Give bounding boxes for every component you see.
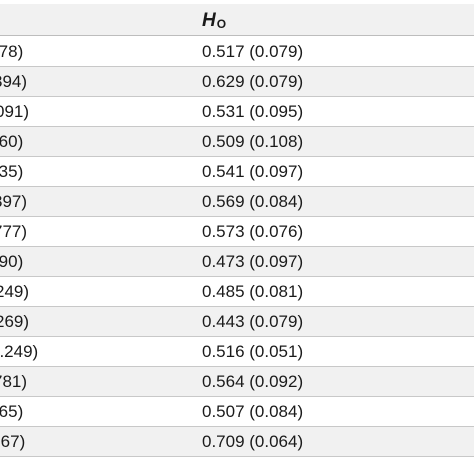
table-row: 249) 0.485 (0.081)	[0, 277, 474, 307]
table-row: 781) 0.564 (0.092)	[0, 367, 474, 397]
cell-left-partial: 777)	[0, 222, 28, 241]
table-row: 777) 0.573 (0.076)	[0, 217, 474, 247]
cell-ho: 0.509 (0.108)	[202, 132, 304, 151]
cell-ho: 0.507 (0.084)	[202, 402, 304, 421]
cell-left-partial: 394)	[0, 72, 28, 91]
cell-ho: 0.629 (0.079)	[202, 72, 304, 91]
cell-left-partial: 781)	[0, 372, 28, 391]
table-row: 091) 0.531 (0.095)	[0, 97, 474, 127]
table-row: )60) 0.509 (0.108)	[0, 127, 474, 157]
cell-left-partial: )90)	[0, 252, 24, 271]
cell-left-partial: 397)	[0, 192, 28, 211]
cell-left-partial: )60)	[0, 132, 24, 151]
cell-ho: 0.473 (0.097)	[202, 252, 304, 271]
table-row: )65) 0.507 (0.084)	[0, 397, 474, 427]
ho-symbol: H	[202, 10, 216, 31]
table-row: 397) 0.569 (0.084)	[0, 187, 474, 217]
cell-ho: 0.517 (0.079)	[202, 42, 304, 61]
cell-ho: 0.516 (0.051)	[202, 342, 304, 361]
table-header: HO	[0, 4, 474, 36]
cell-left-partial: -67)	[0, 432, 26, 451]
cell-left-partial: 0.249)	[0, 342, 39, 361]
cell-ho: 0.443 (0.079)	[202, 312, 304, 331]
table-row: 394) 0.629 (0.079)	[0, 67, 474, 97]
table-row: )78) 0.517 (0.079)	[0, 37, 474, 67]
table-row: )35) 0.541 (0.097)	[0, 157, 474, 187]
ho-subscript: O	[216, 17, 227, 31]
table-row: )90) 0.473 (0.097)	[0, 247, 474, 277]
cell-ho: 0.709 (0.064)	[202, 432, 304, 451]
cell-left-partial: 249)	[0, 282, 30, 301]
cell-left-partial: 269)	[0, 312, 30, 331]
cell-ho: 0.531 (0.095)	[202, 102, 304, 121]
cell-ho: 0.573 (0.076)	[202, 222, 304, 241]
cell-left-partial: )78)	[0, 42, 24, 61]
table-row: 0.249) 0.516 (0.051)	[0, 337, 474, 367]
cell-left-partial: )65)	[0, 402, 24, 421]
cell-ho: 0.569 (0.084)	[202, 192, 304, 211]
table-row: -67) 0.709 (0.064)	[0, 427, 474, 457]
cell-ho: 0.541 (0.097)	[202, 162, 304, 181]
cell-left-partial: )35)	[0, 162, 24, 181]
cell-left-partial: 091)	[0, 102, 30, 121]
column-header-ho: HO	[202, 10, 226, 35]
cell-ho: 0.564 (0.092)	[202, 372, 304, 391]
table-row: 269) 0.443 (0.079)	[0, 307, 474, 337]
cell-ho: 0.485 (0.081)	[202, 282, 304, 301]
table-body: )78) 0.517 (0.079) 394) 0.629 (0.079) 091) 0.…	[0, 37, 474, 457]
